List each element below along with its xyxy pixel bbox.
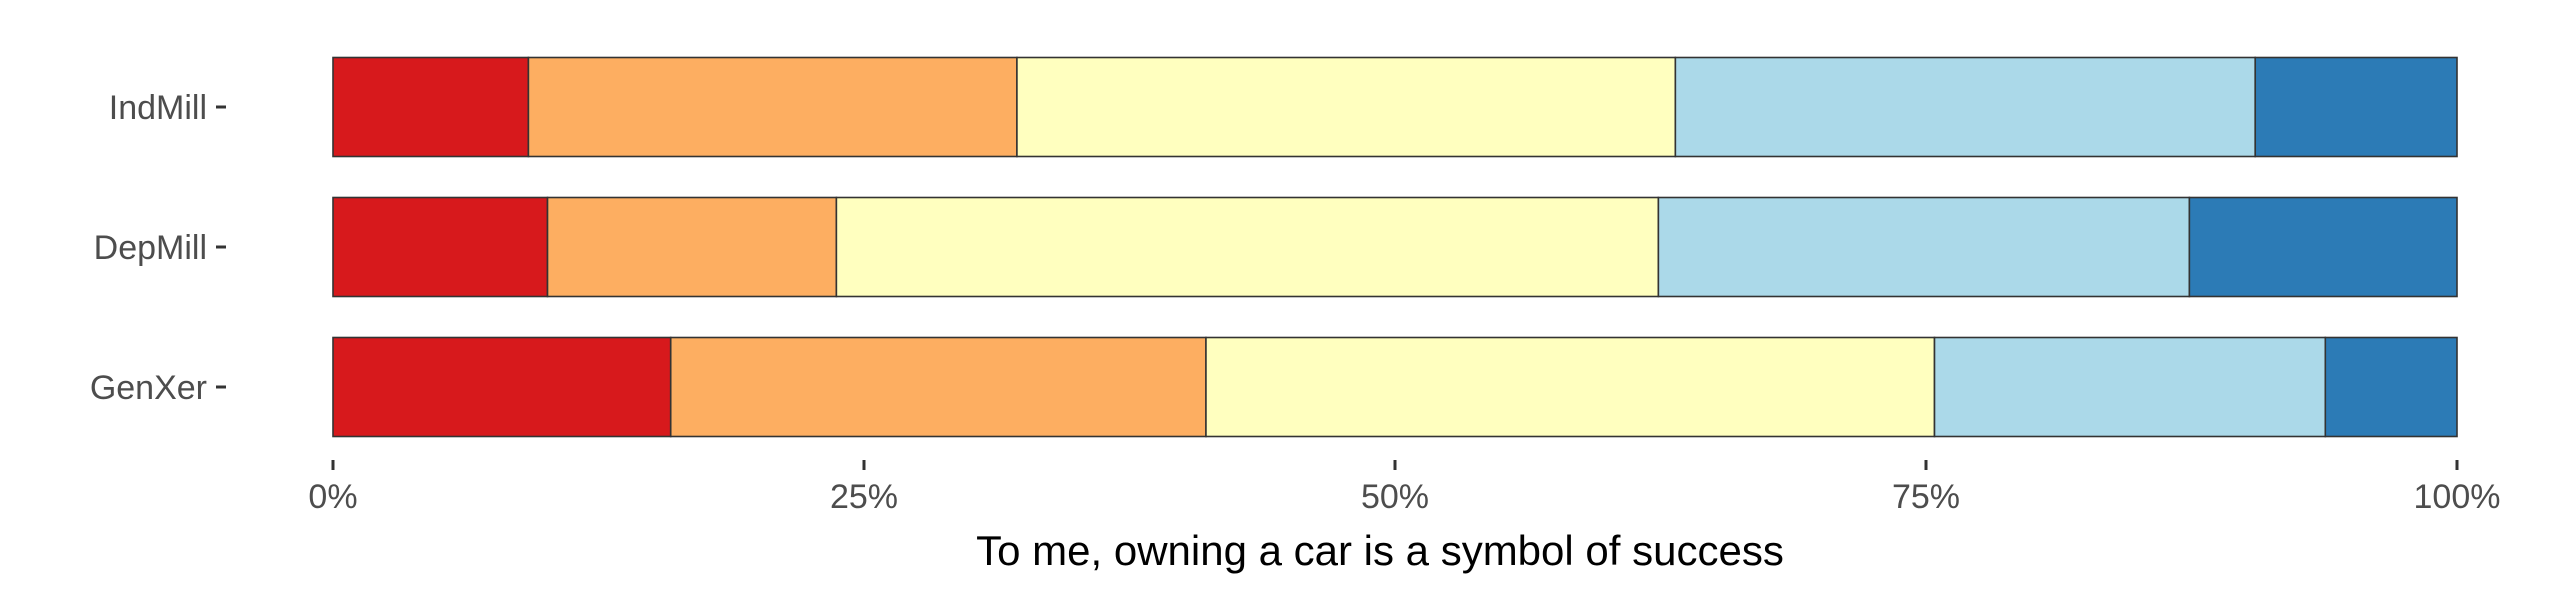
y-tick-label-genxer: GenXer <box>90 369 207 407</box>
x-tick-label: 50% <box>1361 478 1429 516</box>
y-tick-label-indmill: IndMill <box>109 89 207 127</box>
bar-segment-depmill-4 <box>1657 196 2191 298</box>
x-tick-label: 25% <box>830 478 898 516</box>
bar-segment-depmill-1 <box>332 196 549 298</box>
bar-segment-genxer-1 <box>332 336 672 438</box>
y-axis: IndMill DepMill GenXer <box>90 89 226 407</box>
x-axis-title: To me, owning a car is a symbol of succe… <box>976 527 1784 574</box>
bar-segment-genxer-2 <box>669 336 1207 438</box>
bar-segment-depmill-2 <box>546 196 838 298</box>
bar-segment-indmill-2 <box>527 56 1018 158</box>
bar-segment-indmill-3 <box>1016 56 1677 158</box>
bar-segment-indmill-5 <box>2254 56 2458 158</box>
x-tick-label: 100% <box>2414 478 2501 516</box>
bars-layer <box>332 56 2458 438</box>
bar-segment-genxer-5 <box>2324 336 2458 438</box>
bar-segment-genxer-3 <box>1205 336 1936 438</box>
x-axis: 0% 25% 50% 75% 100% <box>308 460 2500 516</box>
y-tick-label-depmill: DepMill <box>94 229 207 267</box>
bar-segment-indmill-4 <box>1674 56 2257 158</box>
x-tick-label: 0% <box>308 478 357 516</box>
bar-segment-depmill-5 <box>2188 196 2458 298</box>
bar-segment-genxer-4 <box>1933 336 2327 438</box>
bar-segment-depmill-3 <box>835 196 1660 298</box>
x-tick-label: 75% <box>1892 478 1960 516</box>
bar-segment-indmill-1 <box>332 56 530 158</box>
